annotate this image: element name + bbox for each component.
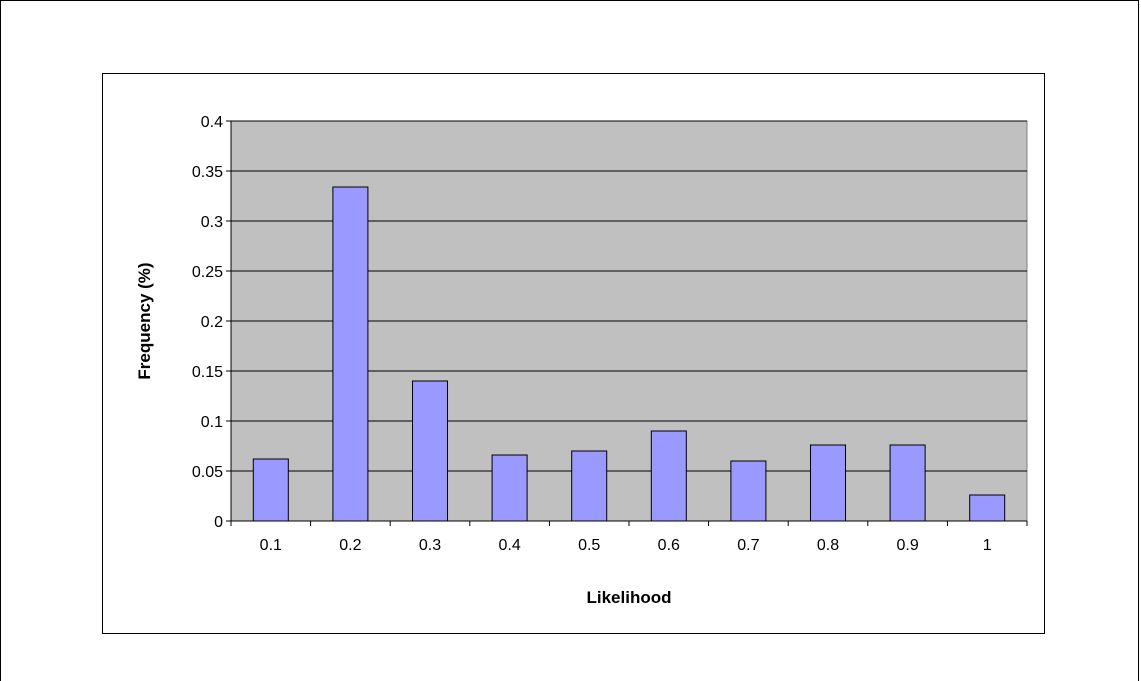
x-tick-label: 0.1 <box>260 537 282 554</box>
y-tick-label: 0.35 <box>192 164 223 181</box>
y-axis-title: Frequency (%) <box>135 262 154 379</box>
bar-0.6 <box>650 430 687 522</box>
x-tick-label: 0.3 <box>419 537 441 554</box>
bar-0.8 <box>809 444 847 522</box>
bar-0.2 <box>332 186 369 522</box>
y-tick-label: 0.3 <box>201 214 223 231</box>
bars <box>252 186 1006 522</box>
y-ticks: 0 0.05 0.1 0.15 0.2 0.25 0.3 0.35 0.4 <box>192 114 231 531</box>
x-tick-label: 0.6 <box>658 537 680 554</box>
x-tick-label: 0.9 <box>896 537 918 554</box>
x-tick-label: 0.7 <box>737 537 759 554</box>
y-tick-label: 0.25 <box>192 264 223 281</box>
bar-0.4 <box>491 454 528 522</box>
bar-0.7 <box>730 460 767 522</box>
y-tick-label: 0.15 <box>192 364 223 381</box>
x-tick-label: 0.8 <box>817 537 839 554</box>
bar-0.1 <box>252 458 289 522</box>
x-tick-label: 1 <box>983 537 992 554</box>
x-tick-label: 0.2 <box>339 537 361 554</box>
y-tick-label: 0.4 <box>201 114 223 131</box>
y-tick-label: 0 <box>214 514 223 531</box>
y-tick-label: 0.1 <box>201 414 223 431</box>
bar-0.3 <box>411 380 449 522</box>
x-ticks: 0.1 0.2 0.3 0.4 0.5 0.6 0.7 0.8 0.9 1 <box>230 521 1028 554</box>
bar-0.5 <box>571 450 608 522</box>
bar-0.9 <box>889 444 926 522</box>
x-tick-label: 0.5 <box>578 537 600 554</box>
x-tick-label: 0.4 <box>498 537 520 554</box>
bar-1 <box>969 494 1006 522</box>
x-axis-title: Likelihood <box>587 588 672 607</box>
y-tick-label: 0.2 <box>201 314 223 331</box>
y-tick-label: 0.05 <box>192 464 223 481</box>
